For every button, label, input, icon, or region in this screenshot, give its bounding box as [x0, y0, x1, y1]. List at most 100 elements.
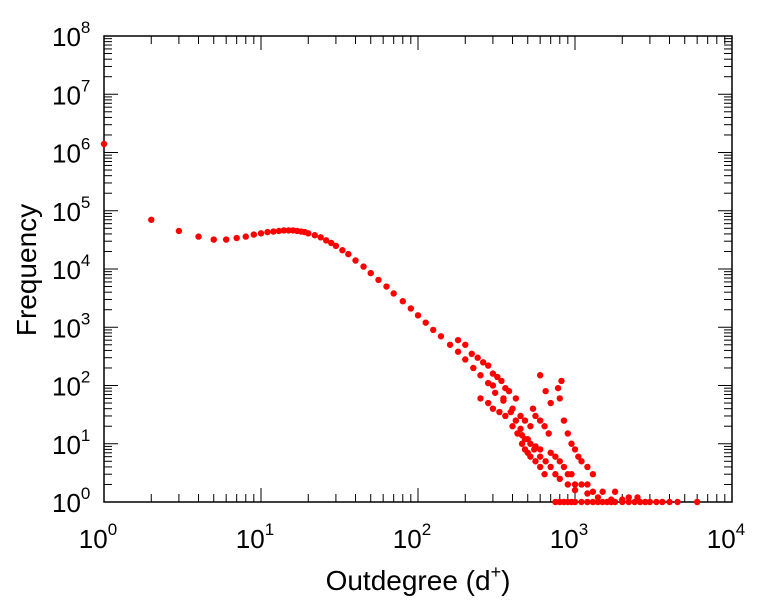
- data-point: [571, 446, 579, 453]
- data-point: [529, 405, 537, 412]
- tick-base: 10: [52, 22, 81, 52]
- data-point: [233, 234, 240, 242]
- data-point: [505, 387, 513, 395]
- data-point: [536, 446, 544, 453]
- data-point: [496, 408, 503, 416]
- data-point: [280, 227, 288, 234]
- x-tick-label: 100: [79, 520, 117, 554]
- tick-exponent: 5: [81, 193, 90, 212]
- y-tick-label: 106: [52, 135, 90, 169]
- data-point: [542, 387, 549, 395]
- data-point: [500, 395, 507, 402]
- x-tick-label: 101: [236, 520, 274, 554]
- data-point: [470, 364, 477, 372]
- major-ticks: [103, 35, 733, 503]
- data-point: [477, 395, 484, 402]
- data-point: [589, 488, 597, 495]
- data-point: [564, 430, 572, 437]
- data-point: [517, 412, 524, 420]
- data-point: [560, 417, 568, 424]
- y-tick-label: 101: [52, 426, 90, 460]
- y-tick-label: 108: [52, 18, 90, 52]
- data-point: [468, 350, 475, 358]
- data-point: [571, 486, 579, 494]
- data-point: [322, 237, 330, 244]
- data-point: [275, 227, 283, 235]
- tick-base: 10: [52, 139, 81, 169]
- y-tick-label: 100: [52, 484, 90, 518]
- data-point: [512, 417, 520, 424]
- y-axis-title: Frequency: [11, 204, 42, 336]
- data-point: [594, 494, 602, 501]
- data-point: [636, 498, 644, 506]
- data-point: [100, 140, 108, 148]
- data-point: [367, 269, 374, 277]
- tick-exponent: 6: [81, 135, 90, 154]
- data-point: [599, 488, 606, 495]
- data-point: [646, 498, 654, 506]
- data-point: [527, 453, 534, 460]
- tick-base: 10: [52, 80, 81, 110]
- tick-exponent: 3: [81, 309, 90, 328]
- data-point: [414, 312, 422, 319]
- tick-base: 10: [52, 372, 81, 402]
- data-point: [556, 458, 563, 465]
- x-axis-title-close: ): [501, 565, 510, 596]
- data-point: [454, 336, 462, 344]
- data-point: [339, 247, 346, 254]
- data-point: [195, 233, 202, 240]
- data-point: [375, 276, 382, 284]
- data-point: [536, 463, 544, 471]
- data-point: [584, 481, 591, 488]
- data-point: [556, 395, 563, 402]
- data-point: [437, 333, 445, 340]
- data-point: [527, 423, 534, 430]
- data-point: [509, 423, 516, 430]
- data-point: [542, 458, 549, 465]
- data-point: [383, 283, 390, 290]
- data-point: [631, 498, 638, 506]
- data-point: [257, 230, 265, 237]
- data-points: [100, 140, 701, 506]
- tick-base: 10: [236, 524, 265, 554]
- data-point: [547, 399, 554, 407]
- data-point: [512, 395, 520, 402]
- tick-exponent: 8: [81, 18, 90, 37]
- data-point: [311, 232, 318, 239]
- tick-exponent: 0: [81, 484, 90, 503]
- data-point: [568, 471, 575, 478]
- data-point: [532, 412, 539, 420]
- data-point: [462, 341, 469, 348]
- data-point: [407, 305, 415, 312]
- data-point: [536, 417, 544, 424]
- data-point: [545, 430, 552, 437]
- tick-base: 10: [52, 488, 81, 518]
- data-point: [547, 449, 554, 456]
- x-tick-labels: 100 101 102 103 104: [79, 520, 745, 554]
- data-point: [479, 359, 487, 366]
- tick-base: 10: [79, 524, 108, 554]
- data-point: [328, 239, 335, 247]
- data-point: [625, 498, 632, 506]
- tick-base: 10: [52, 430, 81, 460]
- data-point: [584, 490, 591, 497]
- data-point: [578, 458, 585, 465]
- y-tick-label: 107: [52, 76, 90, 110]
- tick-exponent: 1: [265, 520, 274, 539]
- plot-frame: [103, 35, 733, 503]
- data-point: [674, 498, 681, 506]
- data-point: [521, 435, 529, 443]
- data-point: [611, 488, 619, 495]
- data-point: [242, 233, 249, 240]
- data-point: [317, 234, 324, 241]
- data-point: [552, 471, 559, 478]
- data-point: [352, 257, 359, 264]
- x-tick-label: 103: [550, 520, 588, 554]
- tick-base: 10: [550, 524, 579, 554]
- data-point: [659, 498, 666, 506]
- data-point: [305, 230, 312, 237]
- data-point: [489, 405, 497, 412]
- data-point: [552, 453, 559, 460]
